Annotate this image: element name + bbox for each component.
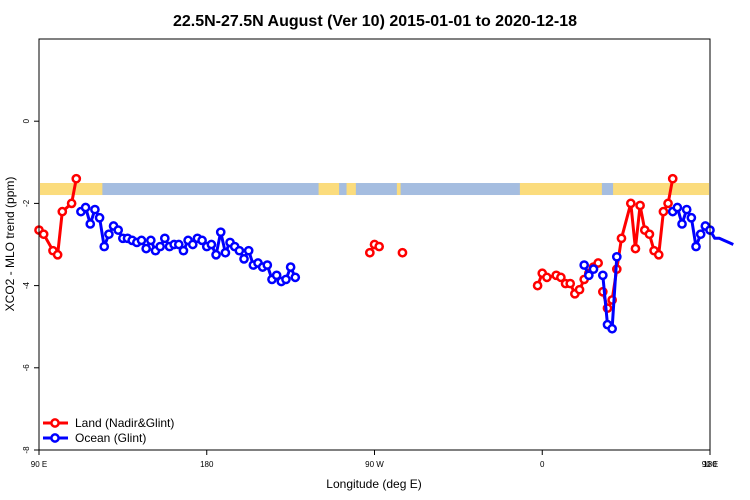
ocean-glint-point [104,229,114,240]
land-nadir-glint-point [532,280,543,291]
land-nadir-glint-point [542,272,552,283]
ocean-glint-point [211,249,221,260]
legend-item-land-nadir-glint: Land (Nadir&Glint) [43,416,174,430]
x-tick-label: 90 E [702,460,718,469]
land-nadir-glint-point [635,200,645,211]
y-tick-label: -4 [22,281,31,289]
ocean-glint-point [234,245,245,256]
ocean-glint-point [262,260,273,270]
ocean-glint-point [159,233,170,244]
y-tick-label: 0 [22,118,31,123]
ocean-glint-point [80,202,91,213]
ocean-glint-point [695,229,706,240]
ocean-glint-point [145,235,156,246]
series-layer [34,173,734,334]
land-nadir-glint-point [644,229,655,240]
ocean-glint-point [113,225,124,235]
y-tick-label: -8 [22,446,31,454]
legend-label: Ocean (Glint) [75,431,146,445]
ocean-glint-point [136,235,147,246]
land-nadir-glint-point [667,173,678,184]
ocean-glint-point [677,219,687,229]
land-nadir-glint-point [565,278,576,289]
land-nadir-glint-point [625,198,636,209]
legend-marker [50,433,60,443]
ocean-glint-point [243,245,254,256]
land-nadir-glint-point [663,198,673,209]
land-band-1 [318,183,340,196]
land-nadir-glint-point [630,243,641,254]
land-nadir-glint-point [38,229,49,240]
ocean-glint-point [155,241,166,252]
legend-marker [50,418,60,428]
ocean-glint-point [141,243,152,254]
ocean-glint-point [173,239,184,250]
land-nadir-glint-point [57,206,68,217]
y-axis: 0 -2 -4 -6 -8 [22,118,39,454]
ocean-glint-point [99,241,110,252]
land-nadir-glint-point [593,258,604,268]
ocean-glint-line-2 [601,256,619,331]
ocean-glint-point [579,260,590,270]
ocean-glint-point [290,272,301,283]
legend-label: Land (Nadir&Glint) [75,416,174,430]
ocean-glint-point [597,270,608,281]
legend: Land (Nadir&Glint)Ocean (Glint) [43,416,174,445]
land-nadir-glint-point [71,173,82,184]
x-tick-label: 90 W [365,460,384,469]
chart-title: 22.5N-27.5N August (Ver 10) 2015-01-01 t… [173,13,577,30]
land-ocean-strip [40,183,709,196]
land-nadir-glint-point [52,249,63,260]
ocean-glint-point [90,204,100,215]
y-tick-label: -6 [22,364,31,372]
ocean-glint-point [239,254,249,264]
land-nadir-glint-point [66,198,77,209]
ocean-glint-point [220,247,231,258]
land-band-3 [396,183,401,196]
ocean-glint-point [588,264,599,275]
x-tick-label: 0 [540,460,545,469]
ocean-glint-point [281,274,291,285]
land-nadir-glint-point [653,249,664,260]
series-land-nadir-glint [34,173,678,314]
ocean-glint-point [178,245,189,256]
y-axis-label: XCO2 - MLO trend (ppm) [3,177,17,312]
land-band-4 [519,183,602,196]
ocean-band [40,183,709,196]
ocean-glint-point [197,235,207,246]
land-nadir-glint-point [616,233,627,244]
ocean-glint-point [672,202,683,213]
x-tick-label: 180 [200,460,214,469]
x-tick-label: 90 E [31,460,47,469]
ocean-glint-point [691,241,701,252]
ocean-glint-point [94,212,105,223]
land-nadir-glint-point [574,284,585,295]
land-band-2 [346,183,356,196]
land-band-0 [40,183,103,196]
land-nadir-glint-point [658,206,669,217]
ocean-glint-point [285,262,296,272]
ocean-glint-point [85,219,96,229]
land-nadir-glint-point [556,272,566,283]
y-tick-label: -2 [22,199,31,207]
ocean-glint-point [187,239,198,250]
land-band-5 [613,183,709,196]
land-nadir-glint-point [364,247,375,258]
ocean-glint-point [686,212,697,223]
series-ocean-glint [76,202,734,334]
x-axis-label: Longitude (deg E) [326,477,421,491]
ocean-glint-point [611,251,622,262]
ocean-glint-point [607,323,617,334]
land-nadir-glint-point [397,247,408,258]
land-nadir-glint-point [374,241,385,252]
ocean-glint-point [681,204,692,215]
ocean-glint-point [271,270,282,281]
ocean-glint-point [215,227,226,238]
ocean-glint-point [583,270,594,281]
x-tick-label: 180 [703,460,717,469]
ocean-glint-point [206,239,217,250]
legend-item-ocean-glint: Ocean (Glint) [43,431,146,445]
